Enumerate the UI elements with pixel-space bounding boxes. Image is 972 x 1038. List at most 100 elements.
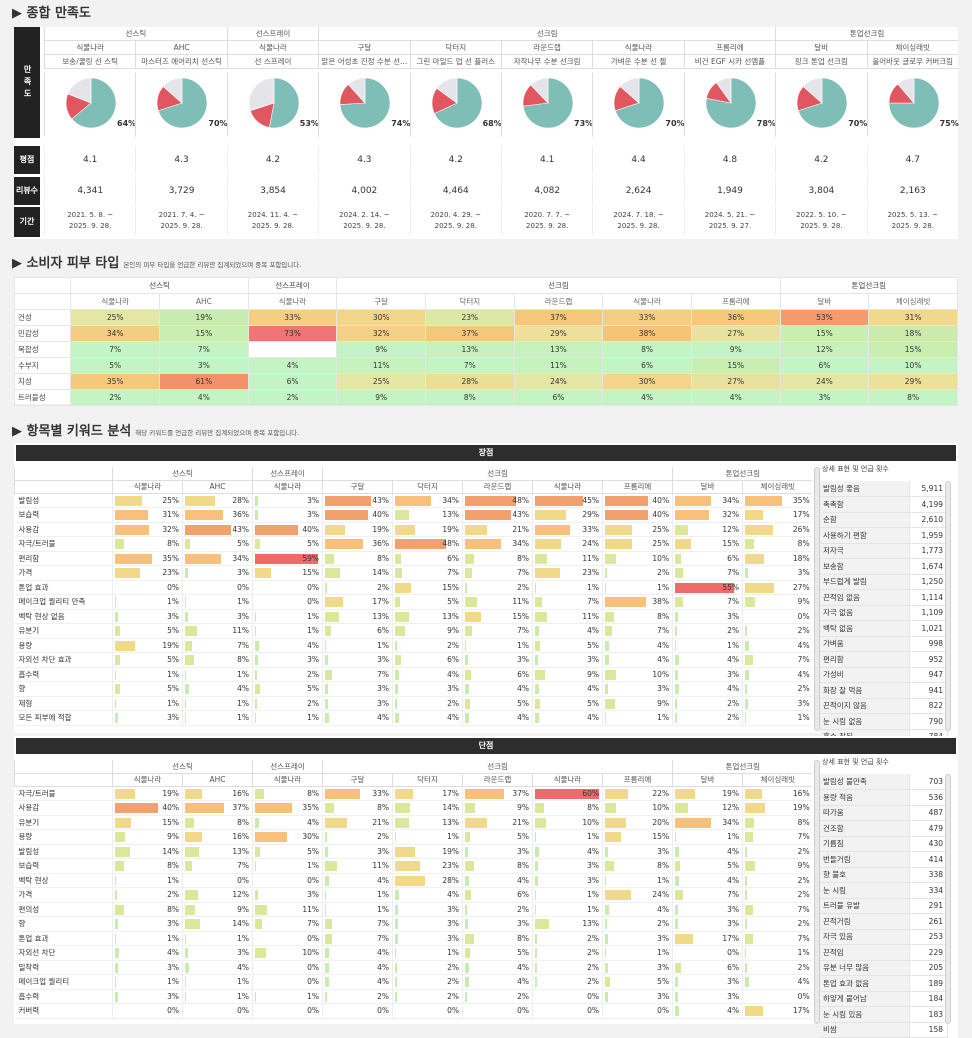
keyword-percent: 3% bbox=[727, 904, 740, 914]
keyword-bar bbox=[535, 803, 544, 813]
pie-slice-neutral bbox=[620, 77, 640, 104]
keyword-percent: 59% bbox=[302, 553, 320, 563]
corner bbox=[14, 773, 113, 787]
keyword-cell: 0% bbox=[602, 1003, 673, 1019]
keyword-percent: 1% bbox=[237, 991, 250, 1001]
keyword-percent: 0% bbox=[797, 991, 810, 1001]
detail-expression: 하얗게 뭍어남 bbox=[820, 991, 911, 1007]
keyword-percent: 6% bbox=[517, 890, 530, 899]
keyword-row: 톤업 효과 0% 0% 0% 2% 15% 2% 1% 1% 55% 27% bbox=[14, 580, 812, 595]
keyword-cell: 2% bbox=[252, 667, 323, 682]
keyword-bar bbox=[745, 553, 765, 564]
keyword-percent: 4% bbox=[657, 640, 670, 650]
detail-count: 261 bbox=[909, 913, 948, 930]
detail-expression: 눈 시림 없음 bbox=[820, 713, 911, 730]
keyword-cell: 0% bbox=[252, 873, 323, 888]
detail-row: 촉촉함 4,199 bbox=[820, 496, 948, 513]
keyword-cell: 3% bbox=[462, 916, 533, 932]
keyword-row: 자외선 차단 효과 5% 8% 3% 3% 6% 3% 3% 4% 4% 7% bbox=[14, 652, 812, 668]
keyword-percent: 7% bbox=[797, 933, 810, 943]
keyword-percent: 0% bbox=[307, 582, 320, 592]
keyword-percent: 1% bbox=[587, 832, 600, 841]
keyword-percent: 8% bbox=[517, 861, 530, 870]
keyword-cell: 19% bbox=[112, 638, 183, 653]
keyword-cell: 28% bbox=[181, 493, 253, 508]
keyword-percent: 1% bbox=[307, 991, 320, 1001]
keyword-bar bbox=[115, 524, 150, 535]
brand-header: 식물나라 bbox=[252, 480, 323, 494]
keyword-bar bbox=[465, 582, 468, 593]
keyword-bar bbox=[675, 977, 679, 987]
section-title-satisfaction: ▶ 종합 만족도 bbox=[12, 6, 91, 21]
keyword-percent: 3% bbox=[167, 991, 179, 1001]
keyword-bar bbox=[535, 875, 539, 886]
keyword-cell: 11% bbox=[181, 623, 253, 639]
keyword-bar bbox=[395, 904, 399, 915]
pros-detail-title: 상세 표현 및 언급 횟수 bbox=[822, 465, 889, 473]
keyword-percent: 1% bbox=[167, 597, 179, 606]
keyword-bar bbox=[535, 539, 561, 549]
keyword-percent: 5% bbox=[167, 655, 179, 664]
keyword-bar bbox=[395, 524, 416, 535]
keyword-percent: 55% bbox=[722, 582, 740, 592]
keyword-percent: 7% bbox=[377, 669, 390, 679]
period-start: 2022. 5. 10. ~ bbox=[796, 211, 847, 219]
keyword-label: 보습력 bbox=[14, 858, 113, 874]
keyword-cell: 7% bbox=[602, 623, 673, 639]
keyword-percent: 10% bbox=[652, 669, 670, 679]
detail-count: 205 bbox=[909, 960, 948, 976]
keyword-bar bbox=[465, 919, 469, 929]
detail-row: 보송함 1,674 bbox=[820, 558, 948, 575]
keyword-bar bbox=[605, 875, 607, 886]
pros-detail-scrollbar[interactable] bbox=[945, 481, 951, 731]
cons-detail-scrollbar[interactable] bbox=[945, 774, 951, 1024]
keyword-bar bbox=[185, 991, 187, 1002]
keyword-cell: 8% bbox=[462, 551, 533, 566]
keyword-cell: 16% bbox=[181, 786, 253, 801]
keyword-bar bbox=[185, 495, 215, 506]
keyword-bar bbox=[745, 933, 753, 944]
keyword-percent: 8% bbox=[167, 539, 179, 548]
keyword-percent: 9% bbox=[167, 832, 179, 841]
keyword-cell: 3% bbox=[112, 989, 183, 1004]
keyword-label: 사용감 bbox=[14, 522, 113, 537]
keyword-bar bbox=[675, 669, 679, 680]
keyword-bar bbox=[115, 875, 117, 886]
keyword-bar bbox=[745, 698, 749, 709]
category-header: 선스틱 bbox=[111, 760, 253, 774]
keyword-cell: 14% bbox=[112, 844, 183, 859]
kw-category-row: 선스틱 선스프레이 선크림 톤업선크림 bbox=[14, 760, 812, 774]
keyword-percent: 0% bbox=[657, 1006, 670, 1015]
keyword-percent: 2% bbox=[797, 684, 810, 693]
rating-value: 4.7 bbox=[866, 146, 958, 174]
skin-type-cell: 38% bbox=[602, 325, 692, 342]
keyword-cell: 1% bbox=[742, 710, 812, 726]
keyword-cell: 7% bbox=[742, 902, 812, 917]
keyword-bar bbox=[185, 832, 203, 842]
keyword-cell: 34% bbox=[672, 815, 743, 830]
detail-count: 703 bbox=[909, 774, 948, 790]
keyword-percent: 5% bbox=[167, 684, 179, 693]
keyword-percent: 4% bbox=[517, 962, 530, 972]
keyword-percent: 4% bbox=[447, 669, 460, 679]
keyword-percent: 3% bbox=[167, 962, 179, 972]
keyword-percent: 1% bbox=[307, 626, 320, 635]
keyword-cell: 2% bbox=[252, 696, 323, 711]
keyword-cell: 7% bbox=[532, 594, 603, 610]
keyword-bar bbox=[605, 524, 632, 535]
rating-value: 4.4 bbox=[592, 146, 683, 174]
keyword-bar bbox=[535, 890, 537, 900]
keyword-cell: 6% bbox=[392, 551, 463, 566]
detail-row: 눈 시림 334 bbox=[820, 882, 948, 899]
keyword-percent: 43% bbox=[372, 495, 390, 505]
keyword-cell: 2% bbox=[532, 945, 603, 961]
keyword-cell: 3% bbox=[112, 916, 183, 932]
keyword-percent: 7% bbox=[237, 861, 250, 870]
pie-slice-positive bbox=[888, 77, 939, 129]
keyword-cell: 28% bbox=[392, 873, 463, 888]
keyword-percent: 24% bbox=[582, 539, 600, 548]
pros-scrollbar[interactable] bbox=[814, 467, 820, 731]
keyword-percent: 9% bbox=[587, 669, 600, 679]
keyword-cell: 43% bbox=[181, 522, 253, 537]
keyword-label: 발림성 bbox=[14, 493, 113, 508]
